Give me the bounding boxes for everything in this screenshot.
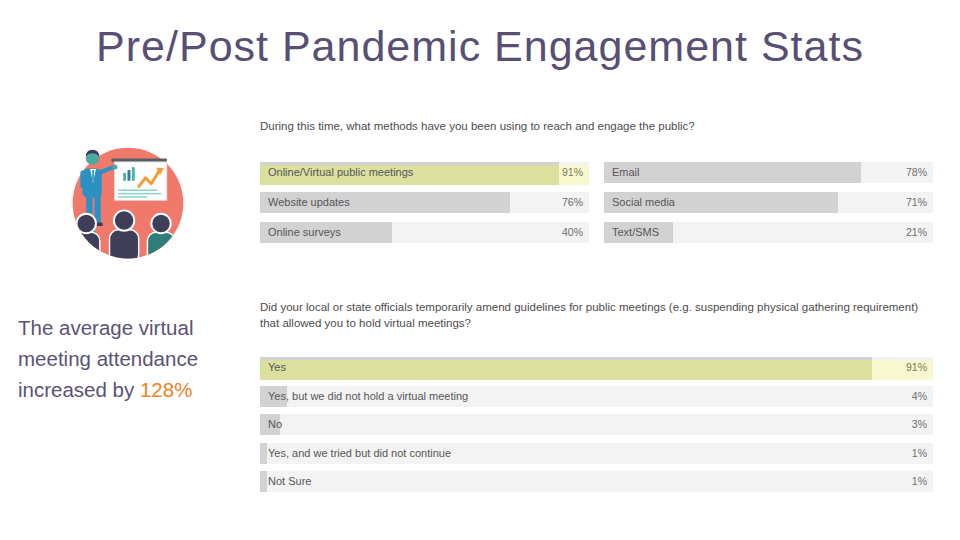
- bar-row-online-surveys: Online surveys 40%: [260, 222, 589, 243]
- bar-label: Yes, and we tried but did not continue: [268, 443, 451, 464]
- bar-label: Online/Virtual public meetings: [268, 162, 413, 183]
- survey-question: During this time, what methods have you …: [260, 119, 933, 135]
- bar-row-no: No 3%: [260, 414, 933, 435]
- bar-label: No: [268, 414, 282, 435]
- bar-row-website-updates: Website updates 76%: [260, 192, 589, 213]
- illustration-group: [60, 148, 183, 274]
- bar-value: 40%: [562, 222, 583, 243]
- bar-value: 1%: [912, 471, 927, 492]
- bar-row-yes-and-we-tried-but-did-not-continue: Yes, and we tried but did not continue 1%: [260, 443, 933, 464]
- bar-label: Yes, but we did not hold a virtual meeti…: [268, 386, 468, 407]
- bar-value: 91%: [906, 357, 927, 378]
- bar-row-online-virtual-public-meetings: Online/Virtual public meetings 91%: [260, 162, 589, 183]
- bar-label: Online surveys: [268, 222, 341, 243]
- presentation-screen: [111, 158, 166, 200]
- bar-value: 21%: [906, 222, 927, 243]
- bar-value: 71%: [906, 192, 927, 213]
- bar-row-yes: Yes 91%: [260, 357, 933, 378]
- presenter-with-growth-chart-illustration: [60, 138, 196, 274]
- bar-row-social-media: Social media 71%: [604, 192, 933, 213]
- chart-column: Online/Virtual public meetings 91% Website…: [260, 162, 589, 252]
- bar-value: 3%: [912, 414, 927, 435]
- bar-label: Not Sure: [268, 471, 311, 492]
- callout-highlight-value: 128%: [140, 378, 192, 401]
- chart-columns: Online/Virtual public meetings 91% Website…: [260, 162, 933, 252]
- bar-label: Text/SMS: [612, 222, 659, 243]
- bar-row-not-sure: Not Sure 1%: [260, 471, 933, 492]
- bar-fill: [260, 471, 267, 492]
- chart-column: Yes 91% Yes, but we did not hold a virtual…: [260, 357, 933, 500]
- bar-value: 4%: [912, 386, 927, 407]
- survey-chart-methods: During this time, what methods have you …: [260, 119, 933, 252]
- highlight-band: [260, 360, 933, 380]
- bar-value: 91%: [562, 162, 583, 183]
- bar-label: Yes: [268, 357, 286, 378]
- bar-label: Email: [612, 162, 640, 183]
- bar-label: Website updates: [268, 192, 350, 213]
- chart-column: Email 78% Social media 71% Text/SMS 21%: [604, 162, 933, 252]
- audience-group: [60, 210, 175, 274]
- bar-row-yes-but-we-did-not-hold-a-virtual-meeting: Yes, but we did not hold a virtual meeti…: [260, 386, 933, 407]
- bar-fill: [260, 443, 267, 464]
- chart-columns: Yes 91% Yes, but we did not hold a virtual…: [260, 357, 933, 500]
- bar-value: 1%: [912, 443, 927, 464]
- survey-question: Did your local or state officials tempor…: [260, 300, 933, 331]
- bar-value: 76%: [562, 192, 583, 213]
- slide-title: Pre/Post Pandemic Engagement Stats: [0, 22, 960, 71]
- bar-fill: [604, 162, 861, 183]
- bar-label: Social media: [612, 192, 675, 213]
- survey-chart-guidelines: Did your local or state officials tempor…: [260, 300, 933, 500]
- callout-text: The average virtual meeting attendance i…: [18, 312, 244, 405]
- bar-row-email: Email 78%: [604, 162, 933, 183]
- bar-value: 78%: [906, 162, 927, 183]
- bar-row-text-sms: Text/SMS 21%: [604, 222, 933, 243]
